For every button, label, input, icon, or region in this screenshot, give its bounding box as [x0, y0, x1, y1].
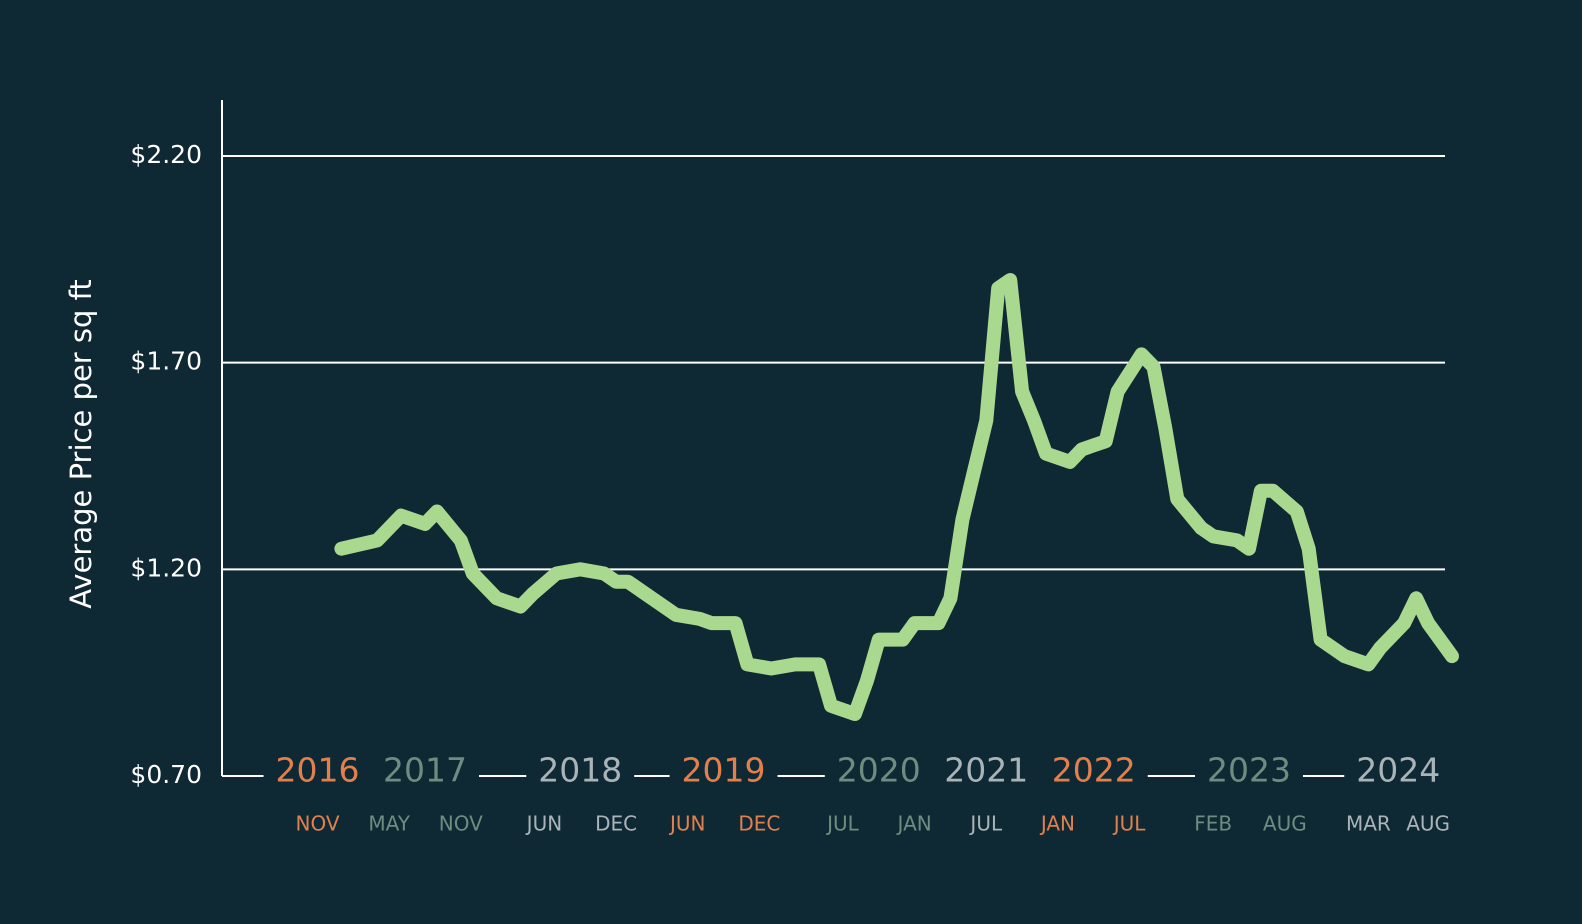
year-label: 2018 — [538, 751, 622, 790]
x-tick-label: JAN — [896, 812, 932, 836]
x-tick-label: JUL — [1112, 812, 1147, 836]
year-label: 2022 — [1052, 751, 1136, 790]
x-tick-label: JUL — [968, 812, 1003, 836]
x-tick-label: MAY — [368, 812, 410, 836]
year-label: 2017 — [383, 751, 467, 790]
x-tick-label: NOV — [296, 812, 340, 836]
x-tick-label: FEB — [1194, 812, 1232, 836]
x-tick-label: DEC — [595, 812, 637, 836]
year-label: 2019 — [682, 751, 766, 790]
x-tick-label: AUG — [1406, 812, 1450, 836]
y-tick-label: $1.70 — [130, 347, 202, 376]
y-axis-label: Average Price per sq ft — [64, 279, 98, 608]
x-tick-label: NOV — [439, 812, 483, 836]
y-tick-label: $0.70 — [130, 760, 202, 789]
year-label: 2023 — [1207, 751, 1291, 790]
y-tick-label: $1.20 — [130, 553, 202, 582]
year-label: 2021 — [944, 751, 1028, 790]
year-label: 2024 — [1356, 751, 1440, 790]
price-line — [334, 273, 1459, 721]
x-tick-label: MAR — [1346, 812, 1391, 836]
y-tick-label: $2.20 — [130, 140, 202, 169]
year-label: 2020 — [837, 751, 921, 790]
x-tick-label: JUL — [825, 812, 860, 836]
x-tick-label: JUN — [668, 812, 706, 836]
year-label: 2016 — [276, 751, 360, 790]
x-tick-label: JAN — [1039, 812, 1075, 836]
x-tick-label: DEC — [738, 812, 780, 836]
x-tick-label: JUN — [525, 812, 563, 836]
x-tick-label: AUG — [1263, 812, 1307, 836]
